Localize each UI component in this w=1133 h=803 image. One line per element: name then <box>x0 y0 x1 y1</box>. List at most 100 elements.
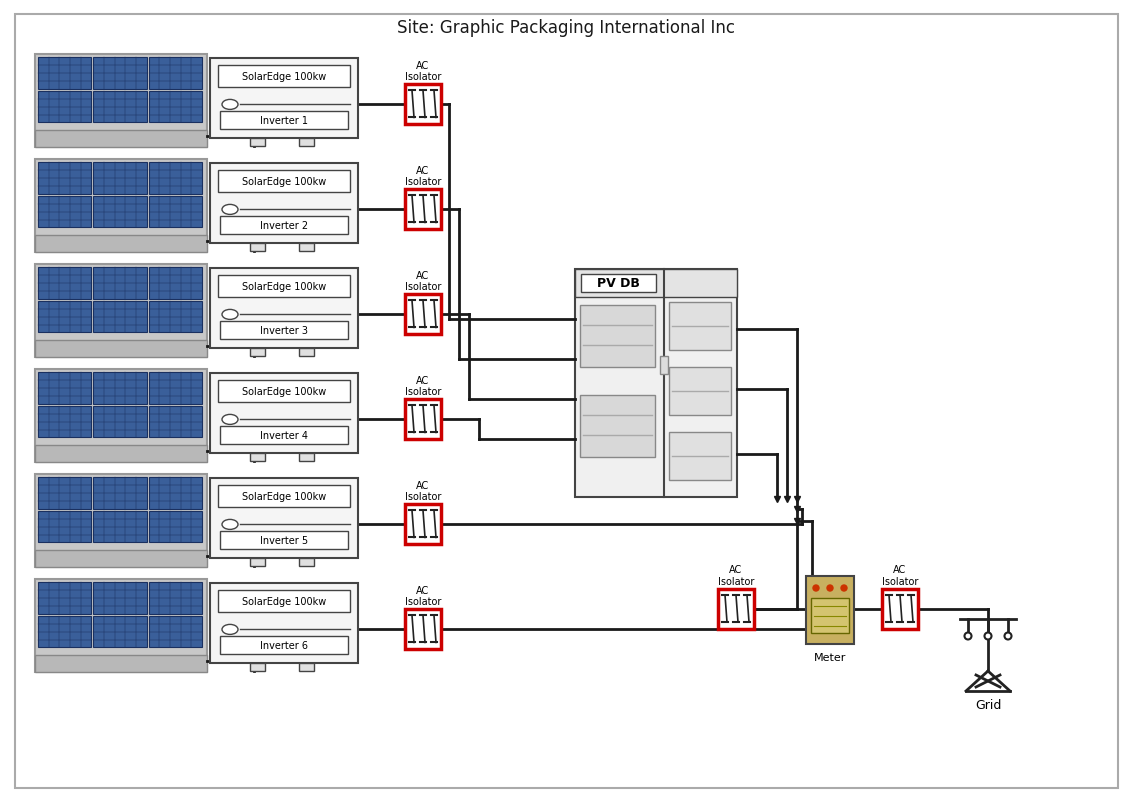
Text: Inverter 5: Inverter 5 <box>259 536 308 545</box>
Text: SolarEdge 100kw: SolarEdge 100kw <box>241 597 326 606</box>
Bar <box>93 92 146 124</box>
Bar <box>93 301 146 333</box>
Bar <box>718 589 753 630</box>
Bar <box>148 582 202 614</box>
Bar <box>148 511 202 543</box>
Bar <box>39 58 92 90</box>
Bar <box>39 478 92 509</box>
Text: AC
Isolator: AC Isolator <box>404 375 441 397</box>
Bar <box>39 197 92 228</box>
Bar <box>250 663 265 671</box>
Text: SolarEdge 100kw: SolarEdge 100kw <box>241 491 326 501</box>
Circle shape <box>813 585 819 591</box>
Bar <box>39 92 92 124</box>
Bar <box>299 558 314 566</box>
Bar <box>220 217 348 234</box>
Bar <box>250 454 265 462</box>
Bar <box>148 373 202 404</box>
Bar <box>220 321 348 340</box>
Bar <box>218 66 350 88</box>
Ellipse shape <box>222 415 238 425</box>
Bar <box>218 485 350 507</box>
Bar <box>218 171 350 193</box>
Bar <box>576 270 736 298</box>
Bar <box>93 58 146 90</box>
Ellipse shape <box>222 625 238 634</box>
Circle shape <box>964 633 971 640</box>
Bar <box>250 139 265 147</box>
Text: SolarEdge 100kw: SolarEdge 100kw <box>241 386 326 397</box>
Text: Inverter 6: Inverter 6 <box>259 640 308 650</box>
Bar <box>250 558 265 566</box>
Bar <box>299 454 314 462</box>
Bar <box>35 475 207 567</box>
Bar <box>404 190 441 230</box>
Bar <box>148 616 202 648</box>
Text: Inverter 3: Inverter 3 <box>259 325 308 336</box>
Bar <box>39 267 92 300</box>
Bar <box>35 446 207 463</box>
Bar <box>210 373 358 454</box>
Bar <box>661 357 668 374</box>
Bar <box>35 265 207 357</box>
Bar <box>670 433 731 480</box>
Bar <box>148 58 202 90</box>
Bar <box>35 55 207 148</box>
Bar <box>35 131 207 148</box>
Bar <box>299 663 314 671</box>
Circle shape <box>827 585 833 591</box>
Bar <box>210 269 358 349</box>
Bar <box>93 582 146 614</box>
Bar <box>580 396 655 458</box>
Bar <box>93 478 146 509</box>
Bar <box>220 636 348 654</box>
Bar <box>218 275 350 298</box>
Ellipse shape <box>222 100 238 110</box>
Text: Meter: Meter <box>813 652 846 662</box>
Bar <box>210 583 358 663</box>
Bar <box>670 368 731 415</box>
Bar <box>881 589 918 630</box>
Text: AC
Isolator: AC Isolator <box>404 271 441 291</box>
Bar <box>35 236 207 253</box>
Bar <box>93 511 146 543</box>
Text: SolarEdge 100kw: SolarEdge 100kw <box>241 177 326 187</box>
Text: Inverter 2: Inverter 2 <box>259 221 308 230</box>
Text: AC
Isolator: AC Isolator <box>404 165 441 187</box>
Bar <box>220 112 348 130</box>
Bar <box>404 400 441 440</box>
Text: Inverter 1: Inverter 1 <box>259 116 308 126</box>
Bar <box>39 373 92 404</box>
Text: Inverter 4: Inverter 4 <box>259 430 308 441</box>
Bar <box>148 197 202 228</box>
Text: AC
Isolator: AC Isolator <box>404 60 441 82</box>
Bar <box>35 369 207 463</box>
Text: SolarEdge 100kw: SolarEdge 100kw <box>241 282 326 291</box>
Bar <box>210 59 358 139</box>
Circle shape <box>841 585 847 591</box>
Bar <box>811 598 849 634</box>
Bar <box>576 270 736 497</box>
Bar <box>581 275 656 292</box>
Bar <box>148 163 202 194</box>
Bar <box>39 582 92 614</box>
Circle shape <box>1005 633 1012 640</box>
Bar <box>580 306 655 368</box>
Bar <box>35 160 207 253</box>
Circle shape <box>985 633 991 640</box>
Bar <box>299 243 314 251</box>
Text: AC
Isolator: AC Isolator <box>404 480 441 502</box>
Bar <box>148 267 202 300</box>
Text: Site: Graphic Packaging International Inc: Site: Graphic Packaging International In… <box>397 19 735 37</box>
Bar <box>404 295 441 335</box>
Bar <box>250 349 265 357</box>
Bar <box>39 406 92 438</box>
Bar <box>250 243 265 251</box>
Bar <box>148 92 202 124</box>
Bar <box>210 479 358 558</box>
Bar <box>210 164 358 243</box>
Bar <box>404 609 441 650</box>
Bar <box>220 426 348 444</box>
Text: SolarEdge 100kw: SolarEdge 100kw <box>241 72 326 82</box>
Text: AC
Isolator: AC Isolator <box>404 585 441 606</box>
